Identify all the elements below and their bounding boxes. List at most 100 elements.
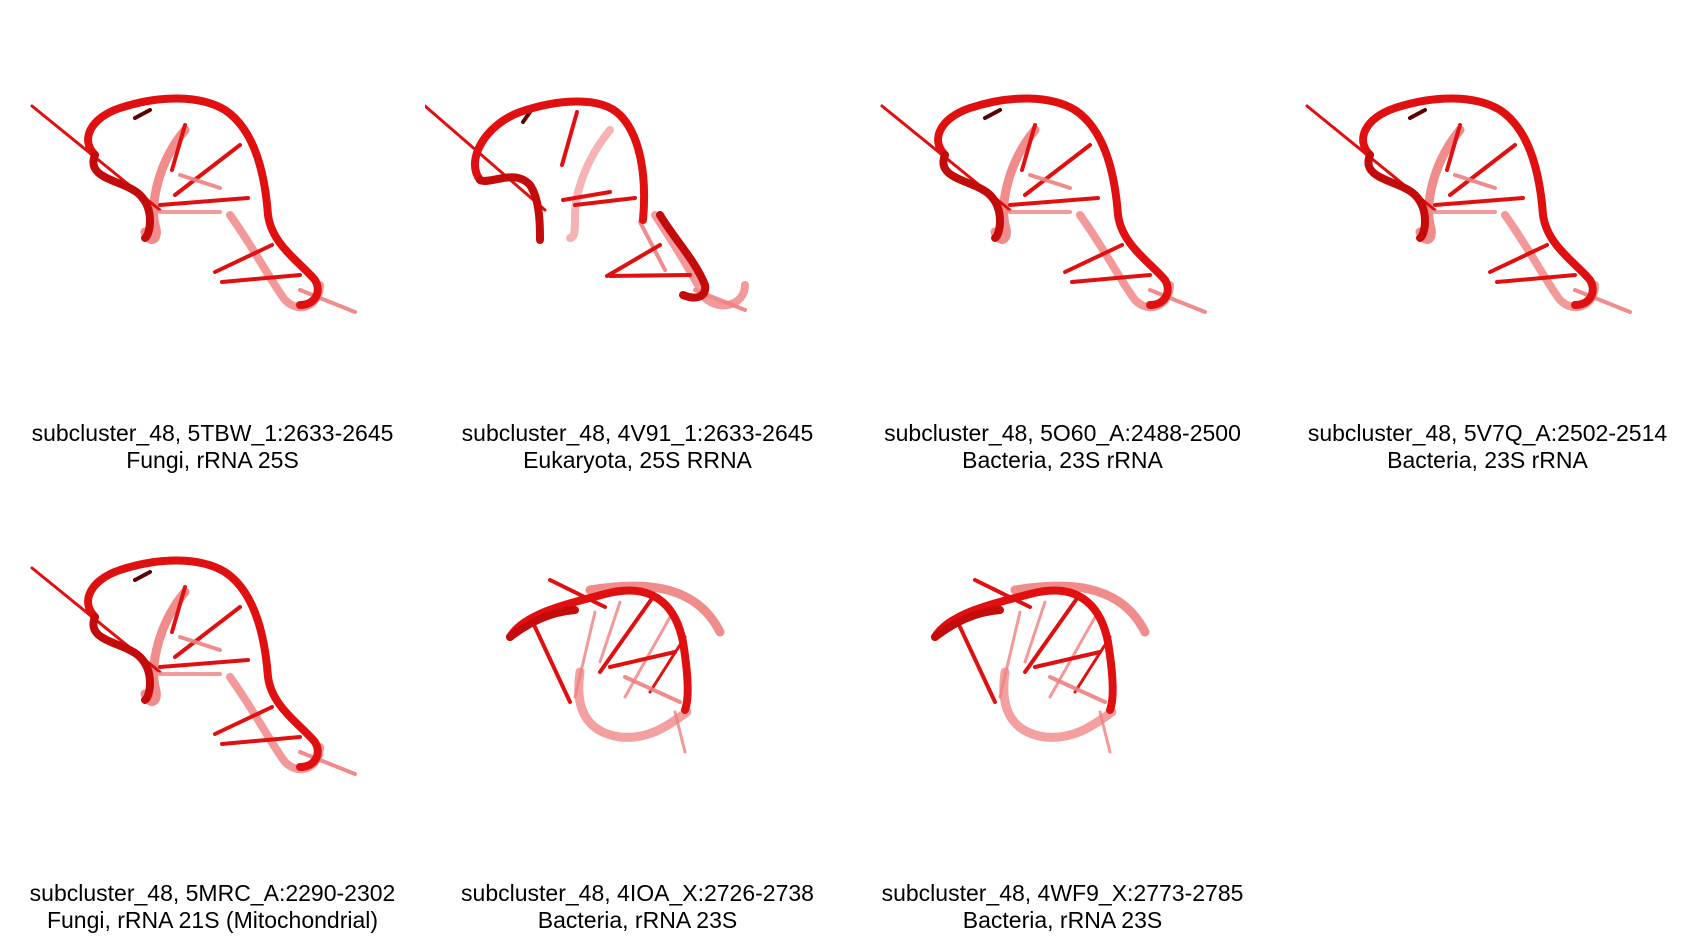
base-stick <box>298 288 357 314</box>
backbone-tube <box>1359 94 1597 309</box>
base-stick <box>1488 243 1549 274</box>
base-stick <box>598 600 622 664</box>
base-stick <box>983 108 1002 120</box>
base-stick <box>605 243 662 278</box>
base-stick <box>1020 123 1037 172</box>
base-stick <box>1433 196 1525 207</box>
base-stick <box>213 243 274 274</box>
backbone-tube-back <box>140 125 190 244</box>
panel-title: subcluster_48, 5O60_A:2488-2500 <box>884 420 1241 446</box>
base-stick <box>560 110 579 167</box>
base-stick <box>158 658 250 669</box>
backbone-tube-back <box>1010 581 1150 637</box>
backbone-tube-back <box>140 587 190 706</box>
panel-subtitle: Bacteria, rRNA 23S <box>537 907 738 933</box>
base-stick <box>648 635 687 694</box>
backbone-tube <box>656 211 710 302</box>
backbone-tube <box>506 586 692 714</box>
base-stick <box>298 750 357 776</box>
base-stick <box>170 585 187 634</box>
panel-subtitle: Eukaryota, 25S RRNA <box>523 447 752 473</box>
base-stick <box>638 220 667 272</box>
base-stick <box>1073 635 1112 694</box>
panel-subtitle: Fungi, rRNA 21S (Mitochondrial) <box>46 907 379 933</box>
rna-structure-render <box>30 94 357 314</box>
base-stick <box>973 578 1032 609</box>
structure-panel-3: subcluster_48, 5O60_A:2488-2500 Bacteria… <box>850 0 1275 480</box>
structure-panel-1: subcluster_48, 5TBW_1:2633-2645 Fungi, r… <box>0 0 425 480</box>
base-stick <box>213 705 274 736</box>
base-stick <box>1445 123 1462 172</box>
backbone-tube <box>506 606 579 641</box>
panel-caption: subcluster_48, 5O60_A:2488-2500 Bacteria… <box>850 420 1275 474</box>
panel-title: subcluster_48, 4IOA_X:2726-2738 <box>461 880 814 906</box>
rna-structure-render <box>506 578 725 754</box>
backbone-tube <box>84 94 322 309</box>
panel-subtitle: Bacteria, rRNA 23S <box>962 907 1163 933</box>
rna-structure-render <box>1305 94 1632 314</box>
base-stick <box>1033 650 1102 669</box>
rna-structure-render <box>425 97 749 312</box>
base-stick <box>1148 288 1207 314</box>
base-stick <box>173 605 242 659</box>
structure-panel-2: subcluster_48, 4V91_1:2633-2645 Eukaryot… <box>425 0 850 480</box>
base-stick <box>1495 273 1577 284</box>
backbone-tube-back <box>999 667 1117 742</box>
base-stick <box>1573 288 1632 314</box>
base-stick <box>598 595 655 674</box>
backbone-tube <box>89 151 154 242</box>
base-stick <box>1063 243 1124 274</box>
panel-title: subcluster_48, 5MRC_A:2290-2302 <box>29 880 396 906</box>
base-stick <box>573 610 597 699</box>
base-stick <box>608 650 677 669</box>
backbone-tube-back <box>574 667 692 742</box>
base-stick <box>173 143 242 197</box>
backbone-tube <box>471 97 649 224</box>
base-stick <box>1008 196 1100 207</box>
base-stick <box>220 735 302 746</box>
base-stick <box>521 110 532 124</box>
backbone-tube-back <box>990 125 1040 244</box>
backbone-tube-back <box>566 126 614 242</box>
backbone-tube <box>934 94 1172 309</box>
panel-caption: subcluster_48, 4IOA_X:2726-2738 Bacteria… <box>425 880 850 934</box>
panel-subtitle: Bacteria, 23S rRNA <box>962 447 1163 473</box>
panel-caption: subcluster_48, 5MRC_A:2290-2302 Fungi, r… <box>0 880 425 934</box>
base-stick <box>958 625 997 704</box>
rna-structure-render <box>880 94 1207 314</box>
base-stick <box>1098 710 1112 754</box>
structure-panel-4: subcluster_48, 5V7Q_A:2502-2514 Bacteria… <box>1275 0 1700 480</box>
rna-structure-render <box>30 556 357 776</box>
base-stick <box>1448 143 1517 197</box>
base-stick <box>133 570 152 582</box>
base-stick <box>548 578 607 609</box>
panel-caption: subcluster_48, 4WF9_X:2773-2785 Bacteria… <box>850 880 1275 934</box>
backbone-tube <box>931 586 1117 714</box>
base-stick <box>561 190 612 202</box>
backbone-tube-back <box>1415 125 1465 244</box>
base-stick <box>608 273 692 278</box>
base-stick <box>170 123 187 172</box>
panel-caption: subcluster_48, 5TBW_1:2633-2645 Fungi, r… <box>0 420 425 474</box>
base-stick <box>1453 173 1497 190</box>
panel-subtitle: Fungi, rRNA 25S <box>126 447 299 473</box>
base-stick <box>133 108 152 120</box>
structure-panel-7: subcluster_48, 4WF9_X:2773-2785 Bacteria… <box>850 462 1275 940</box>
base-stick <box>425 104 547 212</box>
base-stick <box>1023 143 1092 197</box>
backbone-tube-back <box>585 581 725 637</box>
base-stick <box>1028 173 1072 190</box>
backbone-tube <box>1364 151 1429 242</box>
panel-title: subcluster_48, 4V91_1:2633-2645 <box>461 420 814 446</box>
backbone-tube <box>476 173 544 244</box>
base-stick <box>1408 108 1427 120</box>
backbone-tube <box>931 606 1004 641</box>
structure-panel-6: subcluster_48, 4IOA_X:2726-2738 Bacteria… <box>425 462 850 940</box>
panel-caption: subcluster_48, 5V7Q_A:2502-2514 Bacteria… <box>1275 420 1700 474</box>
backbone-tube <box>89 613 154 704</box>
rna-structure-render <box>931 578 1150 754</box>
panel-title: subcluster_48, 5V7Q_A:2502-2514 <box>1307 420 1668 446</box>
base-stick <box>533 625 572 704</box>
base-stick <box>573 196 637 207</box>
panel-subtitle: Bacteria, 23S rRNA <box>1387 447 1588 473</box>
